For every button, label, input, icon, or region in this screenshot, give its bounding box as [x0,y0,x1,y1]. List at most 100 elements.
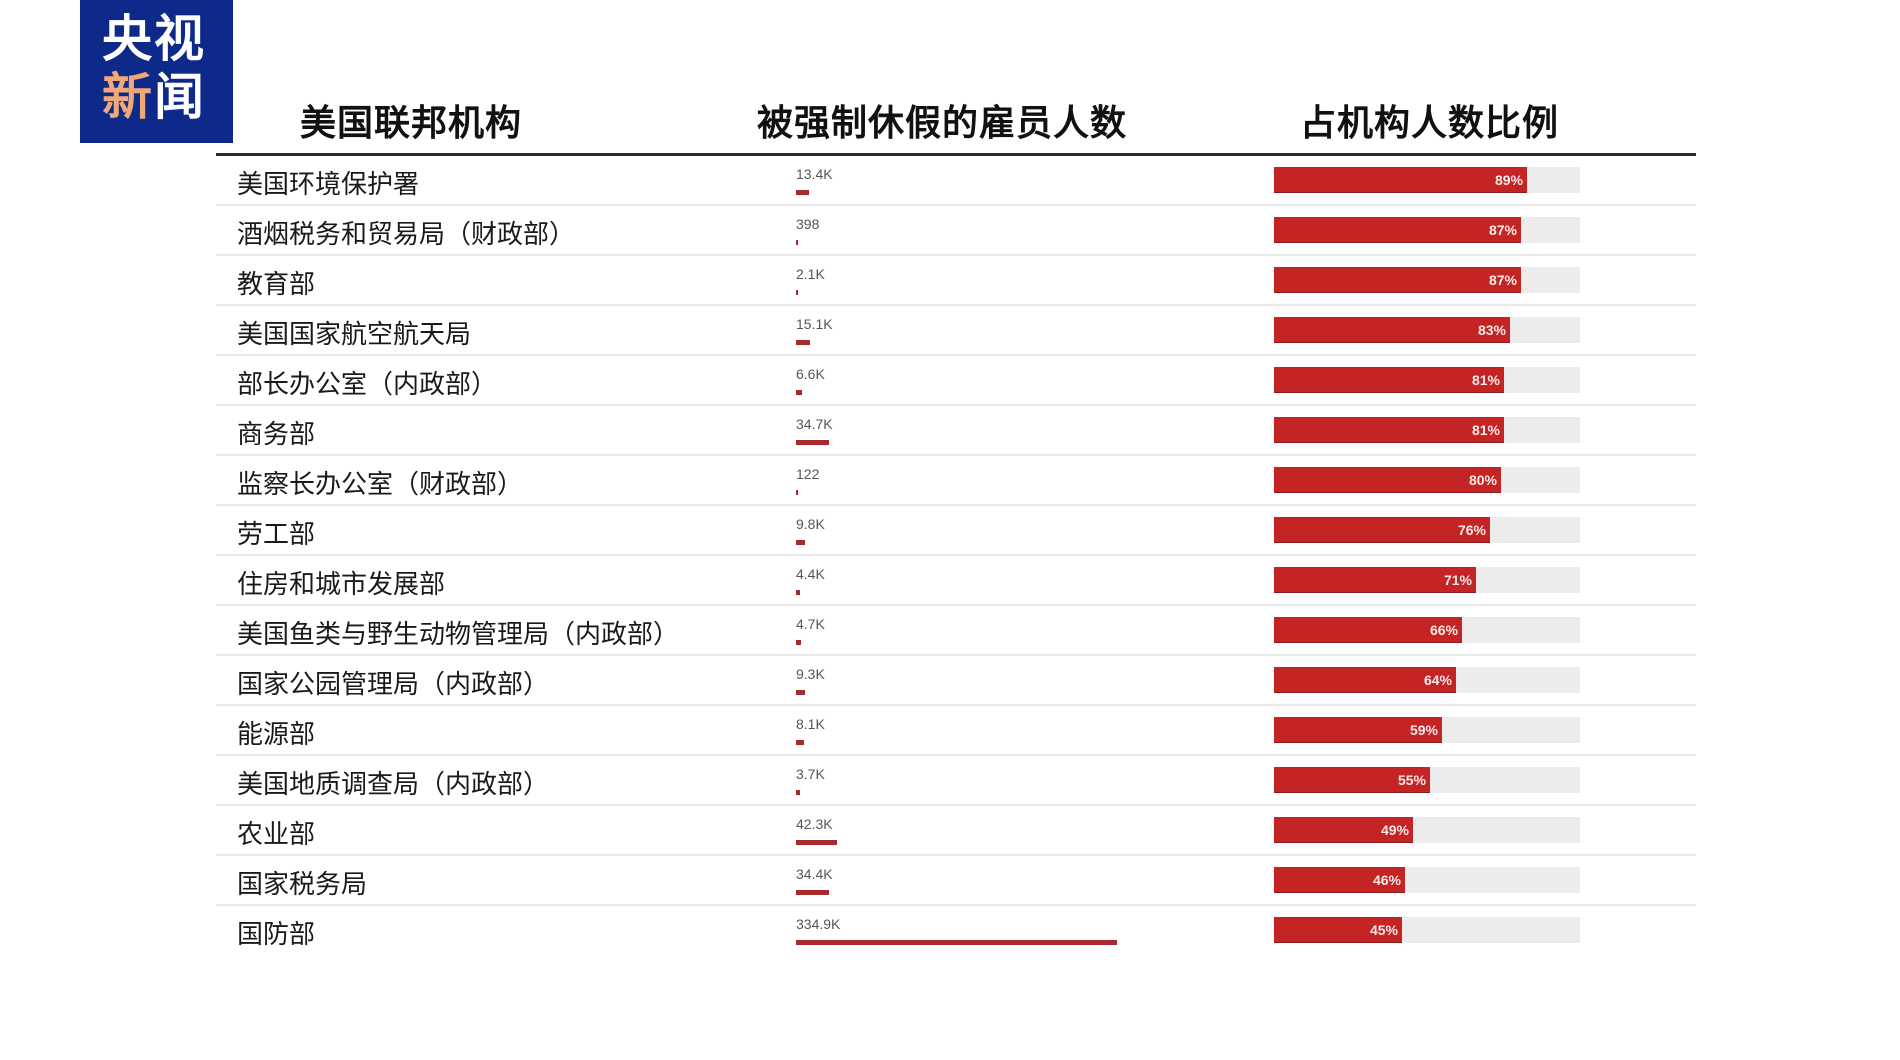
share-label: 45% [1369,922,1398,938]
share-bar-track: 80% [1274,467,1580,493]
share-label: 87% [1488,272,1517,288]
share-bar-track: 66% [1274,617,1580,643]
share-bar: 71% [1274,567,1476,593]
table-row: 美国国家航空航天局 15.1K 83% [216,306,1696,356]
share-bar: 46% [1274,867,1405,893]
furloughed-count-bar [796,240,798,245]
share-bar-track: 83% [1274,317,1580,343]
share-label: 89% [1494,172,1523,188]
agency-name: 住房和城市发展部 [237,570,446,600]
share-bar: 89% [1274,167,1527,193]
share-label: 87% [1488,222,1517,238]
furloughed-count-bar [796,690,805,695]
logo-line-2: 新闻 [102,68,233,126]
share-bar-track: 55% [1274,767,1580,793]
furloughed-count-label: 34.4K [796,866,833,882]
share-bar-track: 87% [1274,267,1580,293]
table-row: 劳工部 9.8K 76% [216,506,1696,556]
agency-name: 酒烟税务和贸易局（财政部） [237,220,576,250]
furloughed-count-label: 13.4K [796,166,833,182]
agency-name: 教育部 [237,270,316,300]
share-bar: 81% [1274,367,1504,393]
furloughed-count-bar [796,390,802,395]
logo-char: 闻 [154,68,206,126]
furloughed-count-label: 4.4K [796,566,825,582]
table-row: 部长办公室（内政部） 6.6K 81% [216,356,1696,406]
header-furloughed-count: 被强制休假的雇员人数 [757,103,1128,144]
share-label: 81% [1471,422,1500,438]
table-row: 国防部 334.9K 45% [216,906,1696,954]
table-row: 国家公园管理局（内政部） 9.3K 64% [216,656,1696,706]
agency-name: 国防部 [237,920,316,950]
share-bar: 64% [1274,667,1456,693]
data-table: 美国环境保护署 13.4K 89% 酒烟税务和贸易局（财政部） 398 87% 教育部 2.1… [216,156,1696,954]
furloughed-count-bar [796,340,810,345]
share-bar-track: 49% [1274,817,1580,843]
furloughed-count-label: 334.9K [796,916,841,932]
furloughed-count-label: 3.7K [796,766,825,782]
share-label: 46% [1372,872,1401,888]
agency-name: 国家税务局 [237,870,368,900]
table-row: 美国鱼类与野生动物管理局（内政部） 4.7K 66% [216,606,1696,656]
header-rule [216,153,1696,156]
table-row: 能源部 8.1K 59% [216,706,1696,756]
agency-name: 商务部 [237,420,316,450]
share-bar: 83% [1274,317,1510,343]
share-bar: 49% [1274,817,1413,843]
furloughed-count-bar [796,590,800,595]
furloughed-count-label: 15.1K [796,316,833,332]
furloughed-count-label: 2.1K [796,266,825,282]
agency-name: 监察长办公室（财政部） [237,470,524,500]
share-bar-track: 45% [1274,917,1580,943]
agency-name: 美国鱼类与野生动物管理局（内政部） [237,620,680,650]
furloughed-count-bar [796,790,800,795]
furloughed-count-label: 4.7K [796,616,825,632]
share-bar: 80% [1274,467,1501,493]
furloughed-count-bar [796,940,1117,945]
table-row: 监察长办公室（财政部） 122 80% [216,456,1696,506]
agency-name: 农业部 [237,820,316,850]
furloughed-count-bar [796,190,809,195]
furloughed-count-label: 8.1K [796,716,825,732]
agency-name: 国家公园管理局（内政部） [237,670,550,700]
share-label: 76% [1457,522,1486,538]
share-label: 49% [1380,822,1409,838]
furloughed-count-label: 398 [796,216,820,232]
share-bar-track: 76% [1274,517,1580,543]
share-bar-track: 64% [1274,667,1580,693]
share-bar-track: 87% [1274,217,1580,243]
share-label: 71% [1443,572,1472,588]
furloughed-count-bar [796,890,829,895]
table-row: 国家税务局 34.4K 46% [216,856,1696,906]
share-bar-track: 71% [1274,567,1580,593]
furloughed-count-label: 9.3K [796,666,825,682]
table-row: 美国地质调查局（内政部） 3.7K 55% [216,756,1696,806]
share-bar: 55% [1274,767,1430,793]
share-bar-track: 81% [1274,367,1580,393]
logo-accent-char: 新 [102,68,154,126]
agency-name: 能源部 [237,720,316,750]
furloughed-count-bar [796,640,801,645]
furloughed-count-label: 6.6K [796,366,825,382]
share-bar: 87% [1274,217,1521,243]
share-bar-track: 59% [1274,717,1580,743]
furloughed-count-label: 42.3K [796,816,833,832]
share-label: 59% [1409,722,1438,738]
furloughed-count-bar [796,440,829,445]
header-agency: 美国联邦机构 [300,103,523,144]
table-row: 教育部 2.1K 87% [216,256,1696,306]
logo-line-1: 央视 [102,10,206,68]
table-row: 酒烟税务和贸易局（财政部） 398 87% [216,206,1696,256]
share-label: 64% [1423,672,1452,688]
share-label: 55% [1397,772,1426,788]
furloughed-count-bar [796,540,805,545]
furloughed-count-bar [796,740,804,745]
furloughed-count-label: 34.7K [796,416,833,432]
agency-name: 美国地质调查局（内政部） [237,770,550,800]
table-row: 农业部 42.3K 49% [216,806,1696,856]
share-bar: 45% [1274,917,1402,943]
cctv-news-logo: 央视 新闻 [80,0,233,143]
share-label: 80% [1468,472,1497,488]
header-share: 占机构人数比例 [1300,103,1560,144]
share-label: 81% [1471,372,1500,388]
